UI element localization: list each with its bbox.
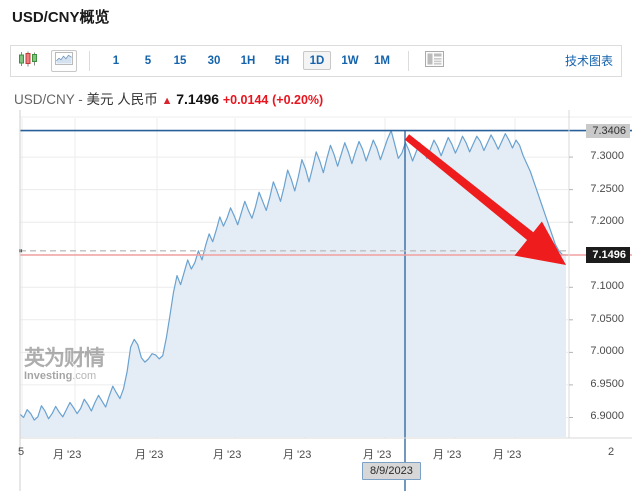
price-tick-7-2000: 7.2000: [590, 215, 624, 228]
date-tick-2: 月 '23: [135, 449, 164, 461]
timeframe-1w[interactable]: 1W: [341, 55, 359, 67]
timeframe-1d[interactable]: 1D: [303, 51, 331, 70]
chart-canvas[interactable]: [0, 110, 632, 491]
timeframe-5h[interactable]: 5H: [274, 55, 290, 67]
quote-header: USD/CNY - 美元 人民币 ▲ 7.1496 +0.0144 (+0.20…: [14, 88, 323, 108]
up-triangle-icon: ▲: [161, 95, 173, 107]
date-tick-8: 2: [608, 446, 615, 458]
date-tick-5: 月 '23: [363, 449, 392, 461]
timeframe-1m[interactable]: 1M: [374, 55, 390, 67]
line-chart-icon: [55, 52, 73, 70]
layout-panel-icon: [424, 50, 444, 72]
price-axis-high-badge: 7.3406: [586, 123, 630, 138]
quote-name: 美元 人民币: [86, 92, 158, 107]
toolbar-divider-1: [89, 51, 90, 71]
timeframe-1h[interactable]: 1H: [240, 55, 256, 67]
candlestick-icon: [18, 51, 38, 72]
date-tick-6: 月 '23: [433, 449, 462, 461]
toolbar-divider-2: [408, 51, 409, 71]
quote-change-percent: (+0.20%): [272, 93, 324, 107]
price-tick-7-0000: 7.0000: [590, 345, 624, 358]
layout-panel-button[interactable]: [421, 50, 447, 72]
price-chart[interactable]: 英为财情 Investing.com 7.3000 7.2500 7.2000 7.1…: [0, 110, 632, 491]
price-tick-6-9500: 6.9500: [590, 377, 624, 390]
quote-symbol: USD/CNY: [14, 92, 75, 107]
date-tick-4: 月 '23: [283, 449, 312, 461]
price-tick-6-9000: 6.9000: [590, 410, 624, 423]
price-axis-current-badge: 7.1496: [586, 246, 630, 263]
page-title: USD/CNY概览: [12, 9, 110, 26]
quote-separator: -: [78, 92, 83, 107]
timeframe-15[interactable]: 15: [173, 55, 187, 67]
date-tick-3: 月 '23: [213, 449, 242, 461]
crosshair-date-tooltip: 8/9/2023: [362, 462, 421, 480]
date-tick-1: 月 '23: [53, 449, 82, 461]
chart-toolbar: 1 5 15 30 1H 5H 1D 1W 1M 技术图表: [10, 45, 622, 77]
technical-chart-link[interactable]: 技术图表: [564, 54, 613, 68]
date-tick-0: 5: [18, 446, 25, 458]
price-tick-7-0500: 7.0500: [590, 312, 624, 325]
downtrend-arrow-annotation: [404, 134, 566, 265]
price-tick-7-1000: 7.1000: [590, 280, 624, 293]
date-tick-7: 月 '23: [493, 449, 522, 461]
line-chart-button[interactable]: [51, 50, 77, 72]
price-tick-7-2500: 7.2500: [590, 182, 624, 195]
quote-last-price: 7.1496: [176, 91, 220, 107]
candlestick-chart-button[interactable]: [16, 50, 40, 72]
timeframe-30[interactable]: 30: [207, 55, 221, 67]
timeframe-5[interactable]: 5: [144, 55, 152, 67]
price-tick-7-3000: 7.3000: [590, 150, 624, 163]
timeframe-1[interactable]: 1: [112, 55, 120, 67]
quote-change: +0.0144: [222, 93, 269, 107]
